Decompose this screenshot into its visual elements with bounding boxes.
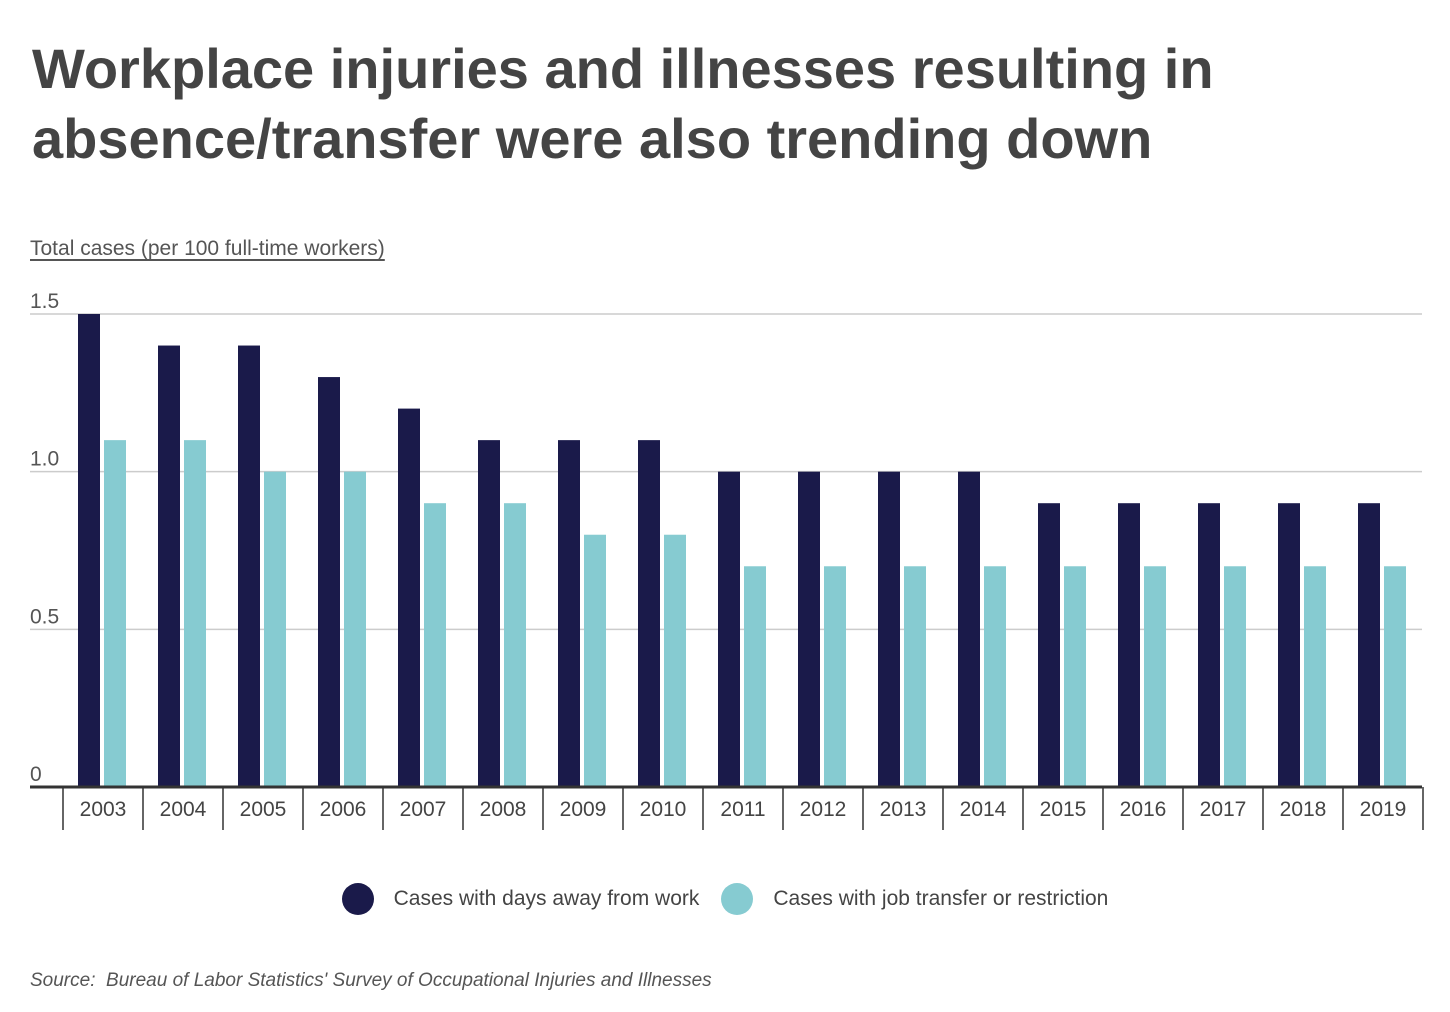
bar-days-away [1038,503,1060,787]
x-tick-label: 2008 [480,798,527,821]
y-tick-label: 1.5 [30,290,59,313]
x-tick-label: 2004 [160,798,207,821]
x-tick-label: 2009 [560,798,607,821]
bar-job-transfer [264,471,286,787]
x-tick-label: 2003 [80,798,127,821]
x-tick-label: 2016 [1120,798,1167,821]
bar-job-transfer [984,566,1006,787]
bar-days-away [958,471,980,787]
bar-job-transfer [104,440,126,787]
bar-job-transfer [1224,566,1246,787]
source-prefix: Source: [30,970,96,991]
bar-days-away [878,471,900,787]
x-tick-label: 2014 [960,798,1007,821]
chart-title-line-1: Workplace injuries and illnesses resulti… [32,37,1214,100]
bar-days-away [78,314,100,787]
x-tick-label: 2006 [320,798,367,821]
chart-title-line-2: absence/transfer were also trending down [32,107,1153,170]
y-tick-label: 0.5 [30,605,59,628]
y-axis-label: Total cases (per 100 full-time workers) [30,237,385,260]
bar-job-transfer [424,503,446,787]
x-tick-label: 2007 [400,798,447,821]
bar-job-transfer [1384,566,1406,787]
bar-job-transfer [1304,566,1326,787]
bar-days-away [398,408,420,787]
x-tick-label: 2013 [880,798,927,821]
bar-days-away [558,440,580,787]
bar-job-transfer [824,566,846,787]
x-tick-label: 2005 [240,798,287,821]
x-tick-label: 2017 [1200,798,1247,821]
bar-days-away [238,345,260,787]
bar-job-transfer [904,566,926,787]
bar-job-transfer [584,534,606,787]
x-tick-label: 2012 [800,798,847,821]
bar-days-away [1118,503,1140,787]
source-note: Source: Bureau of Labor Statistics' Surv… [30,970,712,992]
bar-job-transfer [504,503,526,787]
y-tick-label: 0 [30,763,42,786]
bar-days-away [478,440,500,787]
bar-days-away [1358,503,1380,787]
legend-label-job-transfer: Cases with job transfer or restriction [773,887,1109,910]
bar-job-transfer [664,534,686,787]
x-tick-label: 2010 [640,798,687,821]
bar-job-transfer [344,471,366,787]
x-tick-label: 2019 [1360,798,1407,821]
y-tick-label: 1.0 [30,448,59,471]
bar-job-transfer [744,566,766,787]
bar-days-away [718,471,740,787]
bar-days-away [1278,503,1300,787]
x-tick-label: 2011 [720,798,765,821]
bar-days-away [318,377,340,787]
chart-legend: Cases with days away from work Cases wit… [0,878,1450,920]
bar-job-transfer [1064,566,1086,787]
source-text: Bureau of Labor Statistics' Survey of Oc… [106,970,712,991]
bar-job-transfer [184,440,206,787]
bar-days-away [1198,503,1220,787]
bar-chart: 0 0.5 1.0 1.5 2003 2004 2005 2006 2007 2008 2009 20… [30,290,1424,830]
chart-title: Workplace injuries and illnesses resulti… [32,34,1332,174]
legend-swatch-job-transfer [721,883,754,915]
x-tick-label: 2018 [1280,798,1327,821]
bar-days-away [638,440,660,787]
bar-days-away [798,471,820,787]
legend-label-days-away: Cases with days away from work [393,887,700,910]
legend-item-job-transfer: Cases with job transfer or restriction [721,883,1108,915]
legend-swatch-days-away [341,883,374,915]
bar-job-transfer [1144,566,1166,787]
bar-days-away [158,345,180,787]
legend-item-days-away: Cases with days away from work [341,883,700,915]
x-tick-label: 2015 [1040,798,1087,821]
